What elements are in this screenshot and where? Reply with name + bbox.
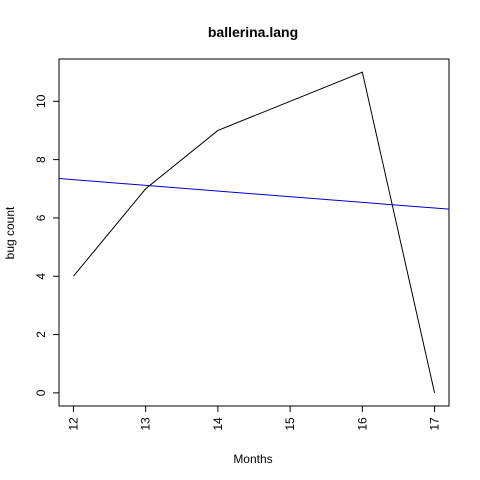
plot-frame <box>59 59 449 406</box>
y-tick-label: 6 <box>34 214 48 221</box>
x-tick-label: 17 <box>428 417 442 431</box>
y-tick-label: 4 <box>34 273 48 280</box>
x-axis-label: Months <box>233 452 272 466</box>
series-line <box>73 72 434 393</box>
y-tick-label: 8 <box>34 156 48 163</box>
y-tick-label: 0 <box>34 389 48 396</box>
x-tick-label: 12 <box>66 417 80 431</box>
y-axis: 0 2 4 6 8 10 <box>34 94 59 396</box>
plot-marks <box>59 72 449 393</box>
y-tick-label: 10 <box>34 94 48 108</box>
x-tick-label: 16 <box>355 417 369 431</box>
x-tick-label: 15 <box>283 417 297 431</box>
trend-line <box>59 179 449 210</box>
y-axis-label: bug count <box>3 206 17 259</box>
y-tick-label: 2 <box>34 331 48 338</box>
x-axis: 12 13 14 15 16 17 <box>66 406 441 431</box>
chart-title: ballerina.lang <box>208 24 298 40</box>
x-tick-label: 14 <box>211 417 225 431</box>
x-tick-label: 13 <box>139 417 153 431</box>
